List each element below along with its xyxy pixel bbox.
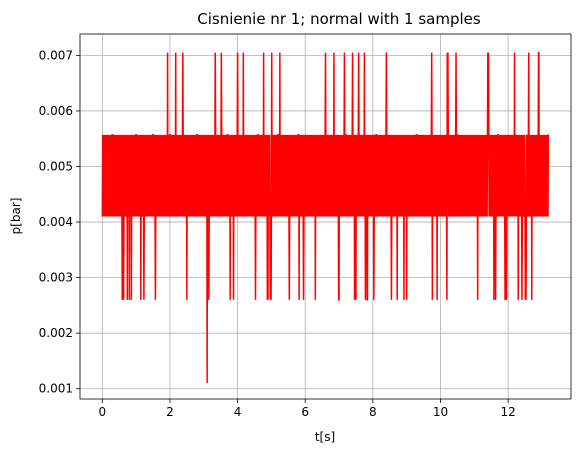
- x-axis-label: t[s]: [315, 430, 335, 444]
- plot-frame: [79, 33, 572, 400]
- y-tick-label: 0.001: [39, 382, 73, 396]
- x-tick-label: 8: [369, 405, 377, 419]
- x-tick-label: 12: [500, 405, 515, 419]
- x-tick-label: 6: [301, 405, 309, 419]
- series-line: [101, 51, 550, 384]
- x-tick-label: 0: [98, 405, 106, 419]
- y-tick-label: 0.002: [39, 326, 73, 340]
- y-axis-label: p[bar]: [9, 198, 23, 235]
- x-tick-label: 10: [433, 405, 448, 419]
- x-tick-label: 2: [166, 405, 174, 419]
- y-tick-label: 0.003: [39, 271, 73, 285]
- chart-title: Cisnienie nr 1; normal with 1 samples: [197, 10, 481, 28]
- y-tick-label: 0.005: [39, 160, 73, 174]
- y-tick-label: 0.007: [39, 48, 73, 62]
- x-tick-label: 4: [234, 405, 242, 419]
- y-tick-label: 0.006: [39, 104, 73, 118]
- tick-layer: 0 2 4 6 8 10 12 0.001 0.002 0.003 0.004 0.005 0.006 0…: [39, 48, 516, 419]
- series-layer: [101, 51, 550, 384]
- y-tick-label: 0.004: [39, 215, 73, 229]
